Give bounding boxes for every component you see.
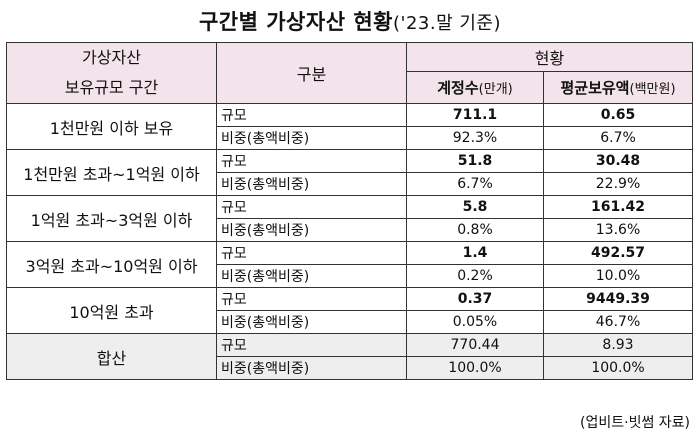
tier-label: 1천만원 이하 보유 — [6, 103, 217, 150]
table-row: 1천만원 초과~1억원 이하 규모 51.8 30.48 — [6, 149, 694, 196]
tier-label: 10억원 초과 — [6, 287, 217, 334]
scale-accounts: 711.1 — [406, 103, 544, 127]
header-tier-line1: 가상자산 — [82, 48, 141, 67]
total-row: 합산 규모 770.44 8.93 — [6, 333, 694, 380]
share-accounts: 0.2% — [406, 264, 544, 288]
scale-accounts: 0.37 — [406, 287, 544, 311]
header-accounts-unit: (만개) — [478, 82, 513, 98]
row-label-scale: 규모 — [216, 195, 407, 219]
header-status: 현황 — [405, 41, 694, 73]
table-title: 구간별 가상자산 현황('23.말 기준) — [0, 6, 700, 36]
header-average-unit: (백만원) — [629, 82, 676, 98]
source-note: (업비트·빗썸 자료) — [580, 415, 690, 431]
scale-accounts: 1.4 — [406, 241, 544, 265]
share-accounts: 92.3% — [406, 126, 544, 150]
row-label-share: 비중(총액비중) — [216, 310, 407, 334]
header-accounts-main: 계정수 — [437, 79, 479, 98]
header-tier-line2: 보유규모 구간 — [64, 78, 159, 97]
row-label-share: 비중(총액비중) — [216, 264, 407, 288]
share-average: 46.7% — [542, 310, 694, 334]
table-row: 1천만원 이하 보유 규모 711.1 0.65 — [6, 103, 694, 150]
title-main: 구간별 가상자산 현황 — [198, 10, 393, 34]
share-average: 22.9% — [542, 172, 694, 196]
share-accounts: 0.8% — [406, 218, 544, 242]
scale-accounts: 5.8 — [406, 195, 544, 219]
table-row: 비중(총액비중) 0.05% 46.7% — [7, 310, 694, 334]
scale-average: 30.48 — [542, 149, 694, 173]
row-label-share: 비중(총액비중) — [216, 172, 407, 196]
scale-average: 161.42 — [542, 195, 694, 219]
table-row: 비중(총액비중) 0.2% 10.0% — [7, 264, 694, 288]
table-row: 1억원 초과~3억원 이하 규모 5.8 161.42 — [6, 195, 694, 242]
share-accounts: 6.7% — [406, 172, 544, 196]
table-row: 비중(총액비중) 0.8% 13.6% — [7, 218, 694, 242]
title-sub: ('23.말 기준) — [392, 13, 502, 34]
tier-label: 3억원 초과~10억원 이하 — [6, 241, 217, 288]
header-tier: 가상자산 보유규모 구간 — [6, 42, 217, 104]
share-average: 10.0% — [542, 264, 694, 288]
row-label-share: 비중(총액비중) — [216, 126, 407, 150]
row-label-scale: 규모 — [216, 333, 407, 357]
row-label-share: 비중(총액비중) — [216, 356, 407, 380]
header-average-main: 평균보유액 — [560, 79, 630, 98]
total-scale-accounts: 770.44 — [406, 333, 544, 357]
tier-label: 1억원 초과~3억원 이하 — [6, 195, 217, 242]
table-row: 10억원 초과 규모 0.37 9449.39 — [6, 287, 694, 334]
table-row: 비중(총액비중) 92.3% 6.7% — [7, 126, 694, 150]
table-row: 비중(총액비중) 6.7% 22.9% — [7, 172, 694, 196]
scale-average: 492.57 — [542, 241, 694, 265]
total-scale-average: 8.93 — [542, 333, 694, 357]
total-share-accounts: 100.0% — [406, 356, 544, 380]
total-share-average: 100.0% — [542, 356, 694, 380]
row-label-share: 비중(총액비중) — [216, 218, 407, 242]
scale-average: 9449.39 — [542, 287, 694, 311]
header-accounts: 계정수(만개) — [406, 71, 544, 104]
share-accounts: 0.05% — [406, 310, 544, 334]
total-row: 비중(총액비중) 100.0% 100.0% — [7, 356, 694, 380]
row-label-scale: 규모 — [216, 103, 407, 127]
share-average: 13.6% — [542, 218, 694, 242]
tier-label: 1천만원 초과~1억원 이하 — [6, 149, 217, 196]
asset-tier-table: 가상자산 보유규모 구간 구분 현황 계정수(만개) 평균보유액(백만원) 1천… — [6, 41, 694, 380]
row-label-scale: 규모 — [216, 149, 407, 173]
total-label: 합산 — [6, 333, 217, 380]
scale-accounts: 51.8 — [406, 149, 544, 173]
table-row: 3억원 초과~10억원 이하 규모 1.4 492.57 — [6, 241, 694, 288]
row-label-scale: 규모 — [216, 241, 407, 265]
row-label-scale: 규모 — [216, 287, 407, 311]
header-average: 평균보유액(백만원) — [542, 71, 694, 104]
header-gubun: 구분 — [216, 42, 407, 104]
share-average: 6.7% — [542, 126, 694, 150]
scale-average: 0.65 — [542, 103, 694, 127]
